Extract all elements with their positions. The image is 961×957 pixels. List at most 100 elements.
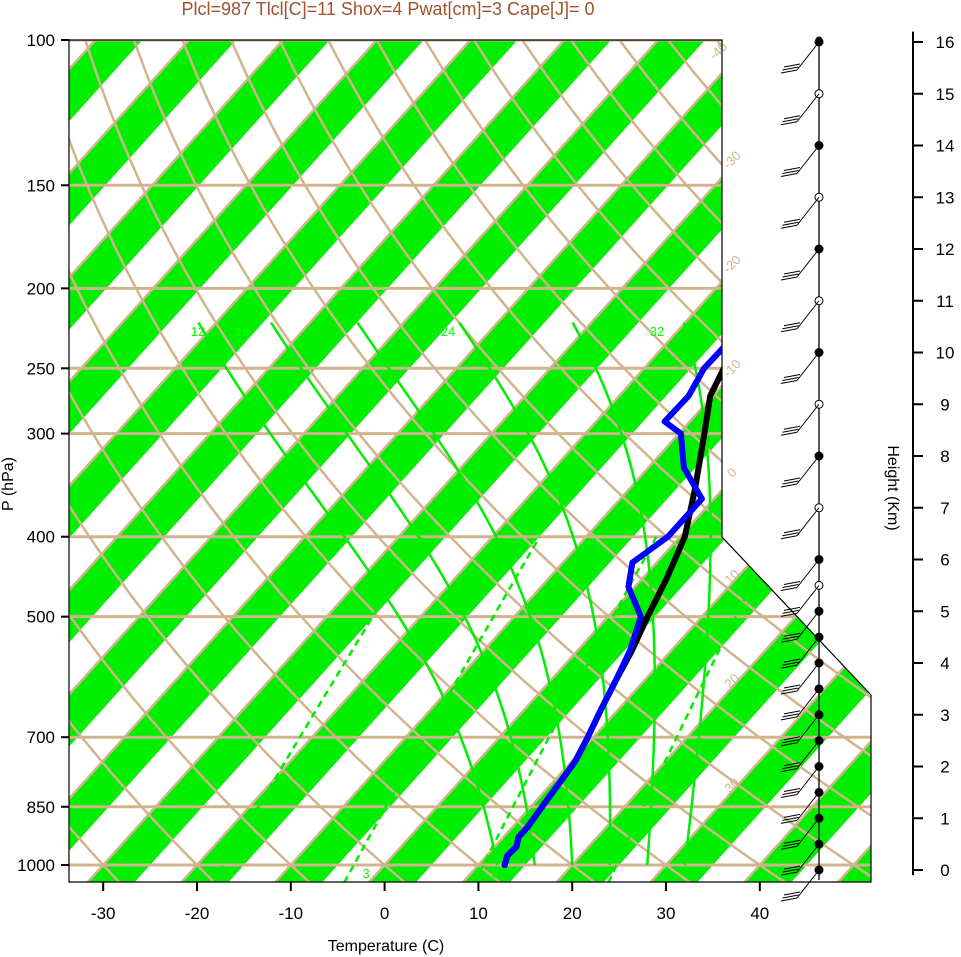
isotherm-line [86,40,847,882]
wind-barb-feather [783,63,801,68]
wind-barb-feather [783,684,801,689]
height-tick-label: 12 [936,240,955,259]
wind-barb-feather [783,374,801,378]
wind-barb-shaft [796,585,820,614]
mixing-ratio-lines [212,536,778,882]
wind-barb-feather [783,322,801,327]
dry-adiabat [69,40,501,882]
wind-barb-feather [783,632,801,637]
pressure-tick-label: 1000 [17,856,55,875]
wind-barb-feather [780,224,798,229]
wind-barb-feather [780,742,798,747]
wind-barb-feather [780,716,798,721]
isotherm-band [69,40,424,882]
wind-barb-feather [780,173,798,177]
wind-barb-column [780,36,824,902]
wind-barb-feather [783,658,801,663]
isotherm-line [69,40,660,882]
pressure-tick-label: 400 [27,528,55,547]
mixing-ratio-label: 16 [235,324,249,339]
wind-barb-shaft [796,636,820,666]
wind-barb-feather [783,891,801,896]
dry-adiabat [229,40,871,882]
wind-barb-feather [782,739,799,744]
height-tick-label: 1 [940,809,949,828]
isotherm-band [69,40,799,882]
y-axis-title: P (hPa) [0,457,17,511]
isotherm-label: -10 [720,356,744,380]
wind-barb-feather [782,713,799,718]
height-tick-label: 7 [940,499,949,518]
height-tick-label: 15 [936,85,955,104]
wind-barb-shaft [796,688,820,718]
wind-barb-feather [783,477,801,482]
wind-barb-shaft [796,766,820,795]
wind-barb-feather [783,736,801,741]
mixing-ratio-label: 12 [191,324,205,339]
mixing-ratio-label: 24 [441,324,455,339]
wind-barb-feather [780,794,798,798]
wind-barb-feather [782,325,799,330]
wind-barb-feather [780,380,798,384]
wind-barb-shaft [796,559,820,588]
wind-barb-feather [782,894,799,899]
wind-barb-shaft [796,248,820,278]
wind-barb-feather [782,609,799,614]
isotherm-band [69,40,518,882]
mixing-ratio-labels: 3 8 12 16 24 32 [191,324,664,881]
wind-barb-feather [782,377,799,381]
wind-barb-shaft [796,455,820,485]
wind-barb-feather [780,121,798,126]
height-axis-title: Height (Km) [884,445,901,530]
wind-barb-shaft [796,714,820,744]
wind-barb-feather [780,328,798,333]
wind-barb-feather [782,66,799,71]
height-tick-label: 4 [940,654,949,673]
mixing-ratio-label: 8 [491,866,498,881]
dry-adiabat [84,40,787,882]
dry-adiabat [69,40,311,882]
dry-adiabat [69,40,406,882]
wind-barb-feather [782,584,799,588]
isotherm-band [69,40,705,882]
mixing-ratio-label: 32 [650,324,664,339]
x-axis: -30 -20 -10 0 10 20 30 40 [91,882,769,923]
wind-barb-feather [780,871,798,876]
wind-barb-feather [780,638,798,643]
wind-barb-feather [780,897,798,902]
height-tick-label: 3 [940,706,949,725]
wind-barb-feather [780,845,798,850]
mixing-ratio-line [212,536,423,882]
mixing-ratio-line [473,536,658,882]
dry-adiabat [132,40,871,882]
height-tick-label: 16 [936,33,955,52]
moist-adiabat [458,321,612,866]
wind-barb-feather [780,535,798,540]
height-tick-label: 8 [940,447,949,466]
moist-adiabat [356,321,574,866]
isotherm-line [69,40,753,882]
isotherm-band [275,40,871,882]
height-tick-label: 2 [940,758,949,777]
pressure-tick-label: 250 [27,359,55,378]
wind-barb-feather [782,480,799,485]
height-tick-label: 5 [940,602,949,621]
x-axis-title: Temperature (C) [328,938,444,955]
wind-barb-shaft [796,817,820,847]
wind-barb-shaft [796,843,820,873]
wind-barb-feather [780,664,798,669]
wind-barb-feather [780,587,798,591]
pressure-axis: 100 150 200 250 300 400 500 700 850 1000 [17,31,69,875]
dry-adiabat [278,40,871,882]
pressure-tick-label: 700 [27,728,55,747]
wind-barb-feather [782,273,799,278]
plot-frame [68,39,872,883]
height-tick-label: 9 [940,395,949,414]
isotherm-band [69,40,612,882]
isotherm-line [69,40,566,882]
isotherm-band [69,40,330,882]
wind-barb-feather [783,813,801,818]
pressure-tick-label: 500 [27,608,55,627]
isotherm-label: 0 [724,465,740,481]
